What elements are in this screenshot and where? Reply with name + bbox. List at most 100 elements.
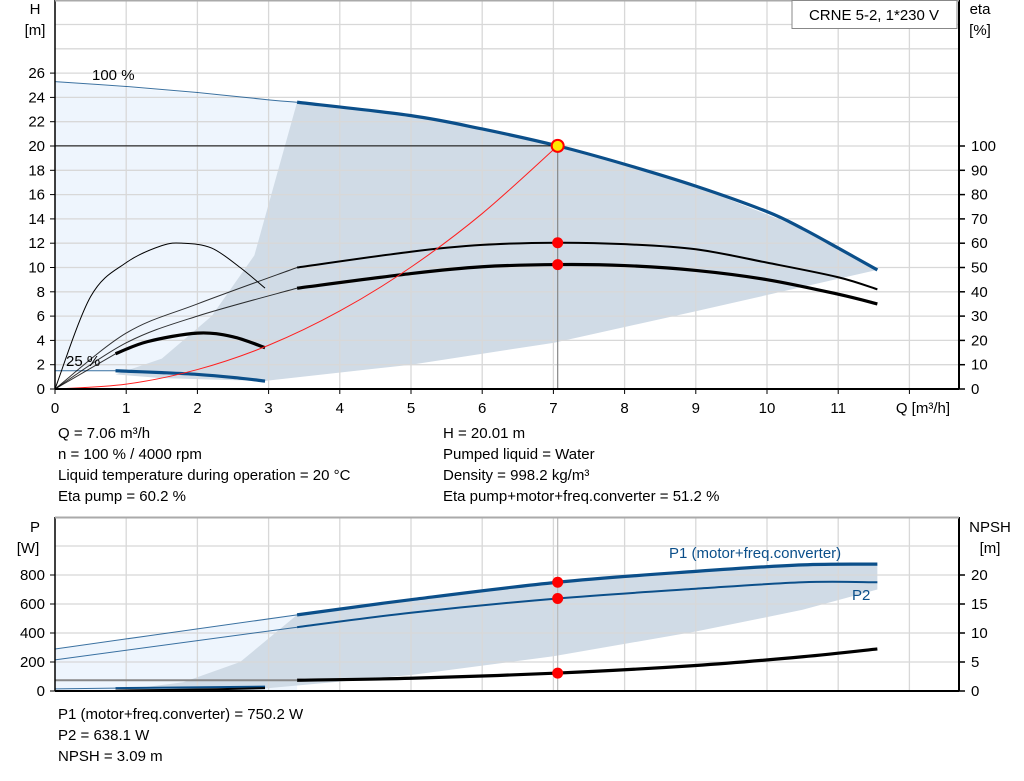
head-chart-eta-pump-25-curve: [54, 242, 266, 390]
head-chart-head-100-curve: [296, 100, 879, 272]
info-eta-pump: Eta pump = 60.2 %: [58, 488, 186, 505]
power-chart-npsh-curve: [297, 647, 878, 682]
head-chart-y-tick-label: 26: [28, 65, 45, 82]
head-chart-eta-total-25-curve-extended: [54, 353, 116, 390]
power-chart-p1-25-curve: [115, 685, 266, 690]
head-chart-y-tick-label: 24: [28, 89, 45, 106]
info-p1: P1 (motor+freq.converter) = 750.2 W: [58, 706, 304, 723]
head-chart-y2-tick-label: 0: [971, 381, 979, 398]
x-axis-label: Q [m³/h]: [896, 400, 950, 417]
head-chart-y-tick-label: 0: [37, 381, 45, 398]
eta-total-marker: [552, 259, 564, 271]
power-chart-y2-tick-label: 5: [971, 654, 979, 671]
head-chart-y-tick-label: 12: [28, 235, 45, 252]
head-chart-y-tick-label: 14: [28, 211, 45, 228]
head-chart-range-dark-region: [115, 102, 878, 382]
head-chart-y2-tick-label: 30: [971, 308, 988, 325]
power-chart-p1-curve-extended: [54, 614, 298, 650]
info-eta-total: Eta pump+motor+freq.converter = 51.2 %: [443, 488, 720, 505]
head-chart-y2-tick-label: 10: [971, 357, 988, 374]
npsh-axis-label: NPSH: [969, 519, 1011, 536]
power-chart-y2-tick-label: 10: [971, 625, 988, 642]
info-speed: n = 100 % / 4000 rpm: [58, 446, 202, 463]
power-chart-p1-curve: [296, 562, 878, 617]
head-chart-y-tick-label: 20: [28, 138, 45, 155]
p-axis-unit: [W]: [17, 540, 40, 557]
speed-100-label: 100 %: [92, 67, 135, 84]
head-chart-eta-total-100-curve: [296, 262, 878, 306]
head-chart-y-tick-label: 10: [28, 260, 45, 277]
head-chart-x-tick-label: 6: [478, 400, 486, 417]
power-chart-range-dark-region: [115, 564, 878, 691]
head-chart-head-100-curve-extended: [54, 81, 298, 103]
head-chart-eta-pump-100-curve-extended: [54, 267, 298, 390]
head-chart-x-tick-label: 5: [407, 400, 415, 417]
head-chart-x-tick-label: 7: [549, 400, 557, 417]
head-chart-y2-tick-label: 50: [971, 260, 988, 277]
npsh-axis-unit: [m]: [980, 540, 1001, 557]
head-chart-y-tick-label: 22: [28, 114, 45, 131]
p1-marker: [552, 576, 564, 588]
power-chart-y-tick-label: 800: [20, 567, 45, 584]
p-axis-label: P: [30, 519, 40, 536]
power-chart-p1-25-curve-extended: [54, 687, 116, 690]
power-chart-y2-tick-label: 0: [971, 683, 979, 700]
head-chart-y-tick-label: 2: [37, 357, 45, 374]
head-chart-y-tick-label: 16: [28, 187, 45, 204]
head-chart-head-25-curve: [115, 369, 266, 383]
y2-axis-label: eta: [970, 1, 992, 18]
y-axis-label: H: [30, 1, 41, 18]
head-chart-x-tick-label: 0: [51, 400, 59, 417]
p2-series-label: P2: [852, 587, 870, 604]
info-p2: P2 = 638.1 W: [58, 727, 150, 744]
power-chart-y-tick-label: 200: [20, 654, 45, 671]
head-chart-y-tick-label: 8: [37, 284, 45, 301]
head-chart-y2-tick-label: 80: [971, 187, 988, 204]
head-chart-x-tick-label: 3: [264, 400, 272, 417]
head-chart-x-tick-label: 10: [759, 400, 776, 417]
head-chart-x-tick-label: 4: [336, 400, 344, 417]
info-npsh: NPSH = 3.09 m: [58, 748, 163, 765]
head-chart-x-tick-label: 1: [122, 400, 130, 417]
info-density: Density = 998.2 kg/m³: [443, 467, 590, 484]
info-temperature: Liquid temperature during operation = 20…: [58, 467, 351, 484]
head-chart-x-tick-label: 9: [692, 400, 700, 417]
info-q: Q = 7.06 m³/h: [58, 425, 151, 442]
head-chart-y2-tick-label: 90: [971, 162, 988, 179]
head-chart-x-tick-label: 8: [620, 400, 628, 417]
power-chart-y2-tick-label: 15: [971, 596, 988, 613]
head-chart-eta-total-25-curve: [114, 331, 266, 356]
head-chart-eta-pump-100-curve: [296, 241, 878, 291]
chart-title: CRNE 5-2, 1*230 V: [809, 7, 939, 24]
y-axis-unit: [m]: [25, 22, 46, 39]
head-chart-y-tick-label: 4: [37, 332, 45, 349]
info-liquid: Pumped liquid = Water: [443, 446, 595, 463]
head-chart-y-tick-label: 18: [28, 162, 45, 179]
info-h: H = 20.01 m: [443, 425, 526, 442]
y2-axis-unit: [%]: [969, 22, 991, 39]
head-chart-y2-tick-label: 70: [971, 211, 988, 228]
head-chart-eta-total-100-curve-extended: [54, 287, 298, 390]
head-chart-y2-tick-label: 20: [971, 332, 988, 349]
power-chart-y2-tick-label: 20: [971, 567, 988, 584]
power-chart-p2-curve-extended: [54, 626, 298, 661]
operating-point-marker: [550, 138, 565, 153]
head-chart-y2-tick-label: 100: [971, 138, 996, 155]
power-chart-p2-curve: [296, 580, 878, 629]
head-chart-y-tick-label: 6: [37, 308, 45, 325]
p1-series-label: P1 (motor+freq.converter): [669, 545, 841, 562]
head-chart-x-tick-label: 2: [193, 400, 201, 417]
title-box: [791, 0, 958, 29]
power-chart-y-tick-label: 600: [20, 596, 45, 613]
npsh-marker: [552, 667, 564, 679]
head-chart-x-tick-label: 11: [830, 400, 846, 417]
head-chart-system-curve-curve: [54, 145, 559, 390]
power-chart-y-tick-label: 0: [37, 683, 45, 700]
head-chart-y2-tick-label: 60: [971, 235, 988, 252]
eta-pump-marker: [552, 237, 564, 249]
power-chart-y-tick-label: 400: [20, 625, 45, 642]
p2-marker: [552, 592, 564, 604]
speed-25-label: 25 %: [66, 353, 100, 370]
head-chart-y2-tick-label: 40: [971, 284, 988, 301]
